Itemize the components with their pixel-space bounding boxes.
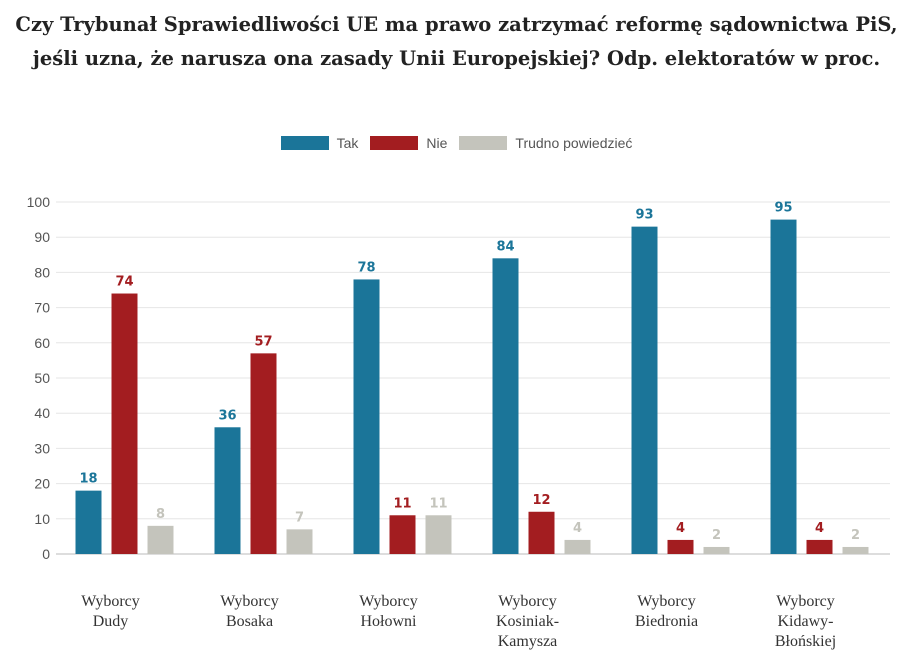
x-tick-label-line: Biedronia	[634, 613, 699, 630]
data-label: 2	[851, 528, 860, 543]
legend-swatch-tak	[280, 136, 329, 150]
y-tick-label: 0	[42, 546, 50, 562]
y-tick-label: 20	[34, 476, 50, 492]
chart-title: Czy Trybunał Sprawiedliwości UE ma prawo…	[0, 8, 913, 76]
bar	[842, 546, 869, 554]
legend-swatch-trudno	[459, 136, 508, 150]
x-tick-label: Wyborcy Bosaka	[180, 592, 320, 632]
bar	[147, 525, 174, 554]
x-tick-label: Wyborcy Hołowni	[319, 592, 459, 632]
x-tick-label-line: Wyborcy	[81, 593, 140, 610]
x-tick-label-line: Wyborcy	[637, 593, 696, 610]
x-tick-label-line: Kosiniak-	[495, 613, 560, 630]
y-tick-label: 30	[34, 440, 50, 456]
data-label: 93	[635, 208, 653, 223]
x-tick-label-line: Kidawy-	[777, 613, 834, 630]
legend-swatch-nie	[370, 136, 419, 150]
data-label: 36	[218, 408, 236, 423]
data-label: 11	[429, 496, 447, 511]
bar	[667, 539, 694, 554]
legend-label-trudno: Trudno powiedzieć	[515, 135, 633, 151]
x-tick-label-line: Wyborcy	[359, 593, 418, 610]
chart-title-line-1: Czy Trybunał Sprawiedliwości UE ma prawo…	[15, 13, 898, 36]
x-tick-label-line: Kamysza	[497, 633, 558, 650]
chart-title-line-2: jeśli uzna, że narusza ona zasady Unii E…	[32, 47, 881, 70]
legend-item-trudno[interactable]: Trudno powiedzieć	[459, 135, 632, 151]
legend-item-nie[interactable]: Nie	[370, 135, 447, 151]
data-label: 4	[573, 521, 582, 536]
bar-chart: 0 10 20 30 40 50 60 70 80 90 100 18 74 8 36 57 7 78 11 11 84…	[27, 194, 890, 562]
data-label: 4	[676, 521, 685, 536]
bar	[770, 219, 797, 554]
bar	[564, 539, 591, 554]
legend-item-tak[interactable]: Tak	[280, 135, 359, 151]
data-label: 12	[532, 493, 550, 508]
data-label: 11	[393, 496, 411, 511]
bar	[703, 546, 730, 554]
y-tick-label: 60	[34, 335, 50, 351]
data-label: 7	[295, 510, 304, 525]
bar	[286, 529, 313, 554]
bar	[492, 258, 519, 554]
x-tick-label-line: Wyborcy	[220, 593, 279, 610]
x-tick-label: Wyborcy Biedronia	[597, 592, 737, 632]
y-tick-label: 10	[34, 511, 50, 527]
x-tick-label: Wyborcy Kidawy- Błońskiej	[736, 592, 876, 652]
x-tick-label-line: Dudy	[92, 613, 129, 630]
data-label: 84	[496, 239, 514, 254]
bar	[806, 539, 833, 554]
bar	[353, 279, 380, 554]
y-tick-label: 40	[34, 405, 50, 421]
legend-label-tak: Tak	[336, 135, 359, 151]
x-tick-label-line: Wyborcy	[498, 593, 557, 610]
bar	[250, 353, 277, 554]
x-tick-label-line: Hołowni	[360, 613, 417, 630]
x-tick-label-line: Błońskiej	[774, 633, 837, 650]
data-label: 57	[254, 334, 272, 349]
data-label: 74	[115, 275, 133, 290]
bar	[214, 427, 241, 554]
x-tick-label-line: Bosaka	[225, 613, 274, 630]
x-tick-label: Wyborcy Dudy	[41, 592, 181, 632]
y-tick-label: 100	[27, 194, 51, 210]
data-label: 78	[357, 260, 375, 275]
bar	[111, 293, 138, 554]
bar	[528, 511, 555, 554]
chart-legend: Tak Nie Trudno powiedzieć	[0, 132, 913, 154]
y-tick-label: 70	[34, 300, 50, 316]
bar	[425, 515, 452, 554]
x-tick-label: Wyborcy Kosiniak- Kamysza	[458, 592, 598, 652]
x-tick-label-line: Wyborcy	[776, 593, 835, 610]
y-tick-label: 80	[34, 264, 50, 280]
data-label: 2	[712, 528, 721, 543]
legend-label-nie: Nie	[426, 135, 448, 151]
bar	[75, 490, 102, 554]
data-label: 4	[815, 521, 824, 536]
data-label: 8	[156, 507, 165, 522]
y-tick-label: 90	[34, 229, 50, 245]
y-tick-label: 50	[34, 370, 50, 386]
data-label: 95	[774, 201, 792, 216]
bar	[389, 515, 416, 554]
data-label: 18	[79, 472, 97, 487]
bar	[631, 226, 658, 554]
